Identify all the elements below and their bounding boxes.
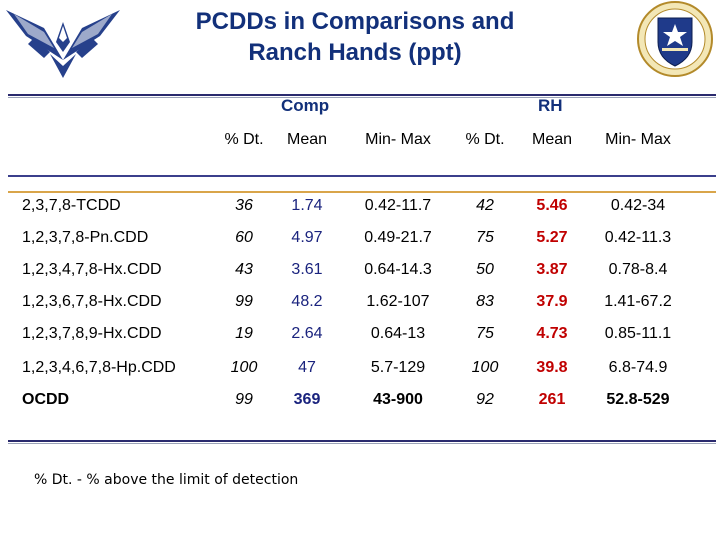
divider-top-shadow bbox=[8, 97, 716, 98]
shield-emblem bbox=[636, 0, 714, 78]
divider-top bbox=[8, 94, 716, 96]
divider-accent bbox=[8, 191, 716, 193]
cell-rh-mean: 39.8 bbox=[536, 359, 568, 376]
row-label: 1,2,3,6,7,8-Hx.CDD bbox=[22, 293, 162, 310]
cell-rh-minmax: 1.41-67.2 bbox=[604, 293, 672, 310]
cell-rh-minmax: 0.42-11.3 bbox=[604, 229, 672, 246]
row-label: OCDD bbox=[22, 391, 70, 408]
cell-comp-mean: 48.2 bbox=[291, 293, 323, 310]
cell-comp-mean: 2.64 bbox=[291, 325, 323, 342]
cell-comp-pct: 100 bbox=[230, 359, 258, 376]
cell-rh-minmax: 0.78-8.4 bbox=[608, 261, 668, 278]
cell-rh-pct: 100 bbox=[471, 359, 499, 376]
cell-comp-pct: 99 bbox=[235, 293, 253, 310]
col-header-comp-mean: Mean bbox=[286, 131, 328, 148]
row-label: 1,2,3,4,6,7,8-Hp.CDD bbox=[22, 359, 176, 376]
cell-comp-pct: 60 bbox=[235, 229, 253, 246]
cell-comp-mean: 369 bbox=[293, 391, 321, 408]
cell-rh-minmax: 6.8-74.9 bbox=[608, 359, 668, 376]
cell-rh-mean: 4.73 bbox=[536, 325, 568, 342]
row-label: 1,2,3,4,7,8-Hx.CDD bbox=[22, 261, 162, 278]
cell-comp-minmax: 0.42-11.7 bbox=[364, 197, 432, 214]
cell-rh-mean: 3.87 bbox=[536, 261, 568, 278]
col-header-comp-minmax: Min- Max bbox=[365, 131, 431, 148]
cell-rh-mean: 37.9 bbox=[536, 293, 568, 310]
cell-comp-pct: 99 bbox=[235, 391, 253, 408]
cell-rh-pct: 42 bbox=[476, 197, 494, 214]
group-header-rh: RH bbox=[538, 96, 563, 115]
cell-rh-mean: 5.46 bbox=[536, 197, 568, 214]
cell-rh-minmax: 52.8-529 bbox=[606, 391, 670, 408]
divider-header bbox=[8, 175, 716, 177]
cell-rh-pct: 75 bbox=[476, 325, 494, 342]
cell-rh-pct: 75 bbox=[476, 229, 494, 246]
cell-comp-pct: 36 bbox=[235, 197, 253, 214]
row-label: 2,3,7,8-TCDD bbox=[22, 197, 121, 214]
cell-comp-mean: 47 bbox=[298, 359, 316, 376]
col-header-rh-minmax: Min- Max bbox=[605, 131, 671, 148]
footnote: % Dt. - % above the limit of detection bbox=[34, 472, 299, 488]
cell-comp-pct: 19 bbox=[235, 325, 253, 342]
group-header-comp: Comp bbox=[281, 96, 330, 115]
cell-comp-minmax: 1.62-107 bbox=[366, 293, 430, 310]
cell-comp-mean: 1.74 bbox=[291, 197, 323, 214]
cell-comp-minmax: 0.64-13 bbox=[370, 325, 426, 342]
divider-bottom-shadow bbox=[8, 443, 716, 444]
cell-rh-mean: 5.27 bbox=[536, 229, 568, 246]
cell-rh-mean: 261 bbox=[538, 391, 566, 408]
slide-title: PCDDs in Comparisons and Ranch Hands (pp… bbox=[130, 6, 580, 68]
cell-comp-minmax: 0.64-14.3 bbox=[364, 261, 432, 278]
cell-comp-mean: 4.97 bbox=[291, 229, 323, 246]
cell-comp-minmax: 43-900 bbox=[373, 391, 423, 408]
divider-bottom bbox=[8, 440, 716, 442]
cell-rh-pct: 83 bbox=[476, 293, 494, 310]
cell-comp-pct: 43 bbox=[235, 261, 253, 278]
col-header-rh-mean: Mean bbox=[531, 131, 573, 148]
cell-comp-minmax: 0.49-21.7 bbox=[364, 229, 432, 246]
col-header-rh-pct: % Dt. bbox=[465, 131, 505, 148]
col-header-comp-pct: % Dt. bbox=[224, 131, 264, 148]
cell-rh-pct: 50 bbox=[476, 261, 494, 278]
air-force-wings-logo bbox=[4, 2, 122, 82]
row-label: 1,2,3,7,8,9-Hx.CDD bbox=[22, 325, 162, 342]
title-line-2: Ranch Hands (ppt) bbox=[248, 39, 462, 66]
title-line-1: PCDDs in Comparisons and bbox=[195, 8, 515, 35]
cell-rh-pct: 92 bbox=[476, 391, 494, 408]
row-label: 1,2,3,7,8-Pn.CDD bbox=[22, 229, 149, 246]
cell-comp-minmax: 5.7-129 bbox=[370, 359, 426, 376]
cell-rh-minmax: 0.42-34 bbox=[610, 197, 666, 214]
cell-rh-minmax: 0.85-11.1 bbox=[604, 325, 672, 342]
cell-comp-mean: 3.61 bbox=[291, 261, 323, 278]
